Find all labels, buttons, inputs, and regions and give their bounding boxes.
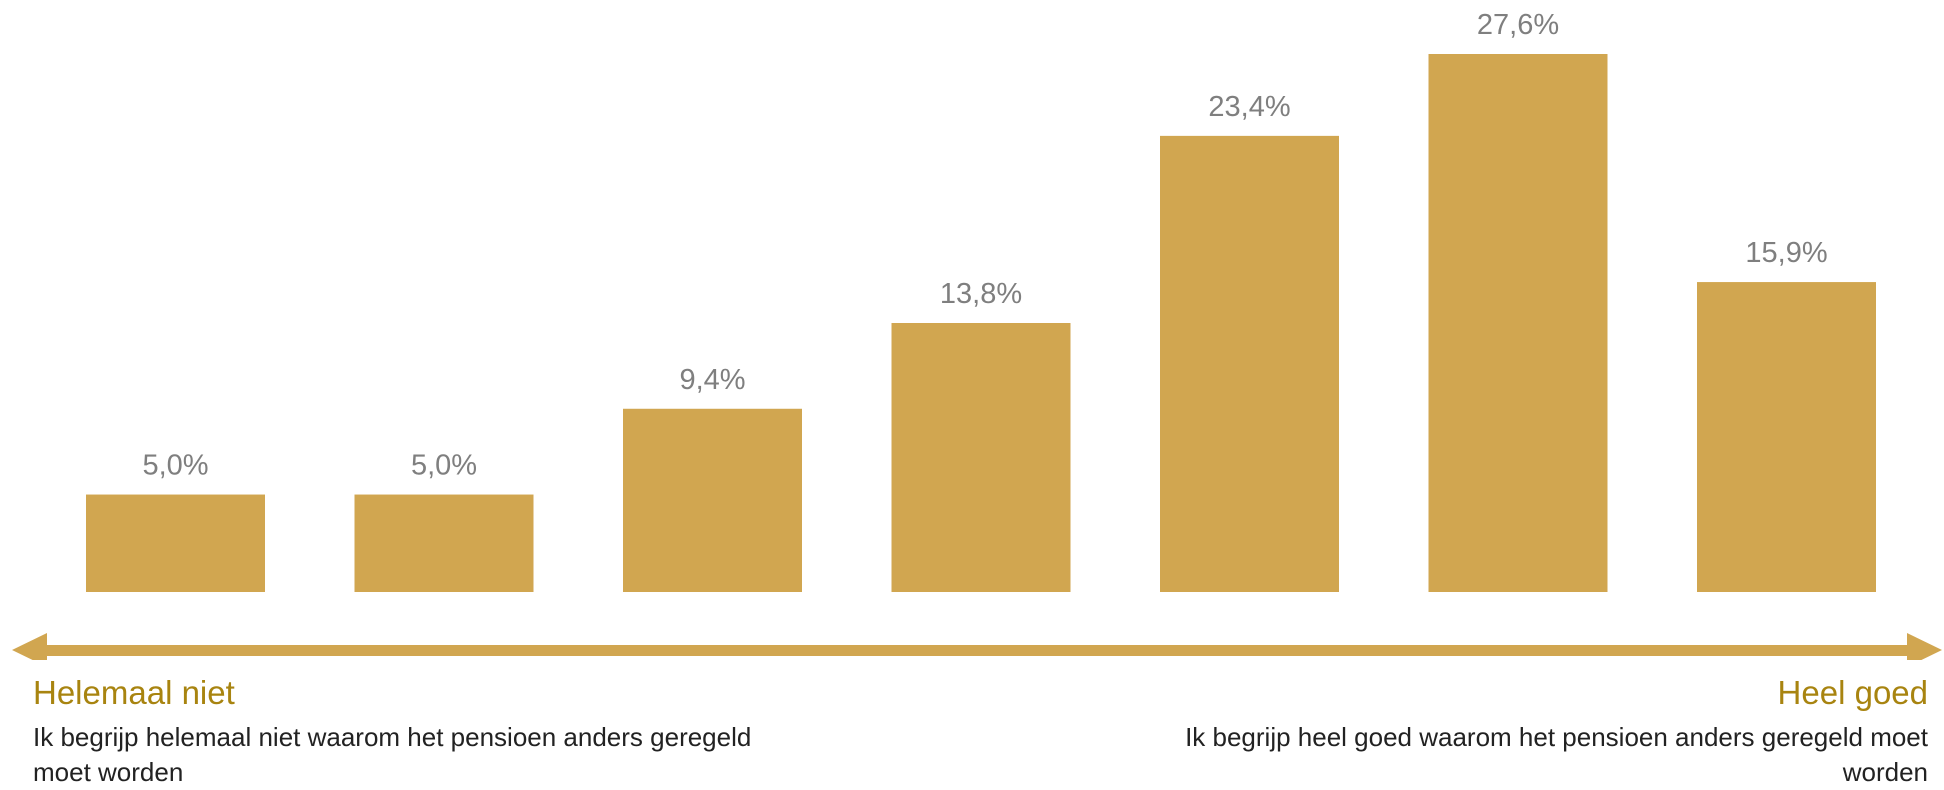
value-label-5: 23,4% [1208,91,1290,123]
bar-1 [86,494,265,592]
value-label-1: 5,0% [142,450,208,482]
scale-arrow-right-head [1907,633,1942,660]
scale-arrow-line [30,645,1914,656]
scale-arrow-left-head [12,633,47,660]
value-label-2: 5,0% [411,450,477,482]
scale-left-title: Helemaal niet [33,674,235,711]
bar-3 [623,408,802,592]
scale-arrow [12,633,1942,660]
bars-group [86,54,1876,592]
bar-5 [1160,135,1339,592]
value-label-3: 9,4% [679,364,745,396]
scale-left-end: Helemaal niet Ik begrijp helemaal niet w… [33,668,753,790]
scale-left-description: Ik begrijp helemaal niet waarom het pens… [33,722,752,787]
bar-chart: 5,0% 5,0% 9,4% 13,8% 23,4% 27,6% 15,9% [12,9,1942,660]
value-labels-group: 5,0% 5,0% 9,4% 13,8% 23,4% 27,6% 15,9% [142,9,1827,482]
bar-7 [1697,282,1876,592]
scale-right-description: Ik begrijp heel goed waarom het pensioen… [1185,722,1928,787]
bar-4 [891,323,1071,592]
bar-2 [354,494,534,592]
value-label-4: 13,8% [940,278,1022,310]
scale-right-title: Heel goed [1777,674,1928,711]
scale-right-end: Heel goed Ik begrijp heel goed waarom he… [1168,668,1928,790]
bar-6 [1428,54,1608,592]
value-label-6: 27,6% [1477,9,1559,41]
value-label-7: 15,9% [1745,237,1827,269]
